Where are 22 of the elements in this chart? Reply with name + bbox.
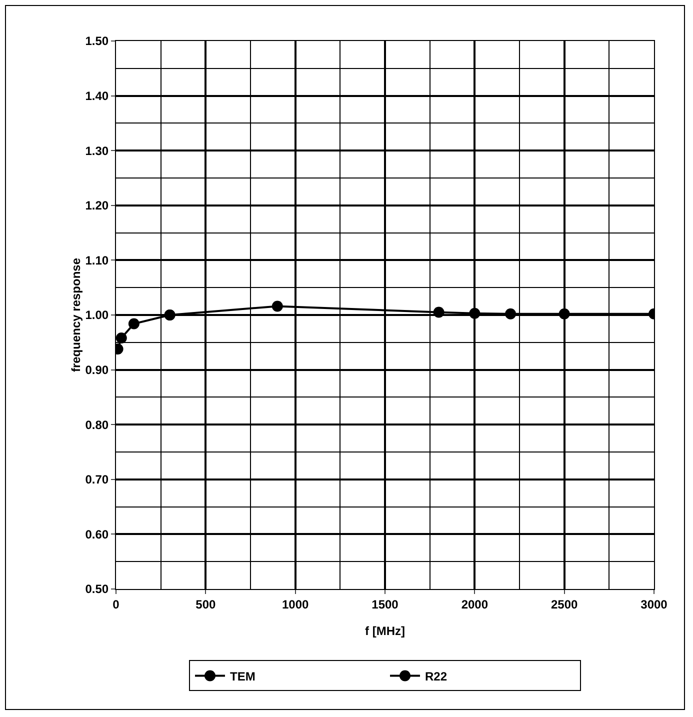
x-tick-label: 3000 [640,597,668,612]
legend-label: R22 [425,669,448,684]
x-tick-label: 0 [112,597,120,612]
y-tick-label: 0.70 [85,472,109,487]
y-tick-label: 0.50 [85,582,109,596]
y-tick-label: 1.20 [85,198,109,213]
legend-label: TEM [230,669,256,684]
x-tick-label: 2000 [461,597,488,612]
x-tick-label: 1000 [282,597,309,612]
y-tick-label: 1.40 [85,89,109,103]
y-tick-label: 1.00 [85,308,109,322]
x-axis-title: f [MHz] [365,624,405,638]
x-tick-label: 500 [196,597,216,612]
x-tick-label: 2500 [550,597,578,612]
y-axis-title: frequency response [69,258,84,372]
y-tick-label: 1.30 [85,144,109,158]
y-tick-label: 1.50 [85,34,109,48]
y-tick-label: 1.10 [85,253,109,268]
x-tick-label: 1500 [372,597,399,612]
y-tick-label: 0.60 [85,527,109,542]
y-tick-label: 0.90 [85,363,109,377]
y-tick-label: 0.80 [85,418,109,432]
